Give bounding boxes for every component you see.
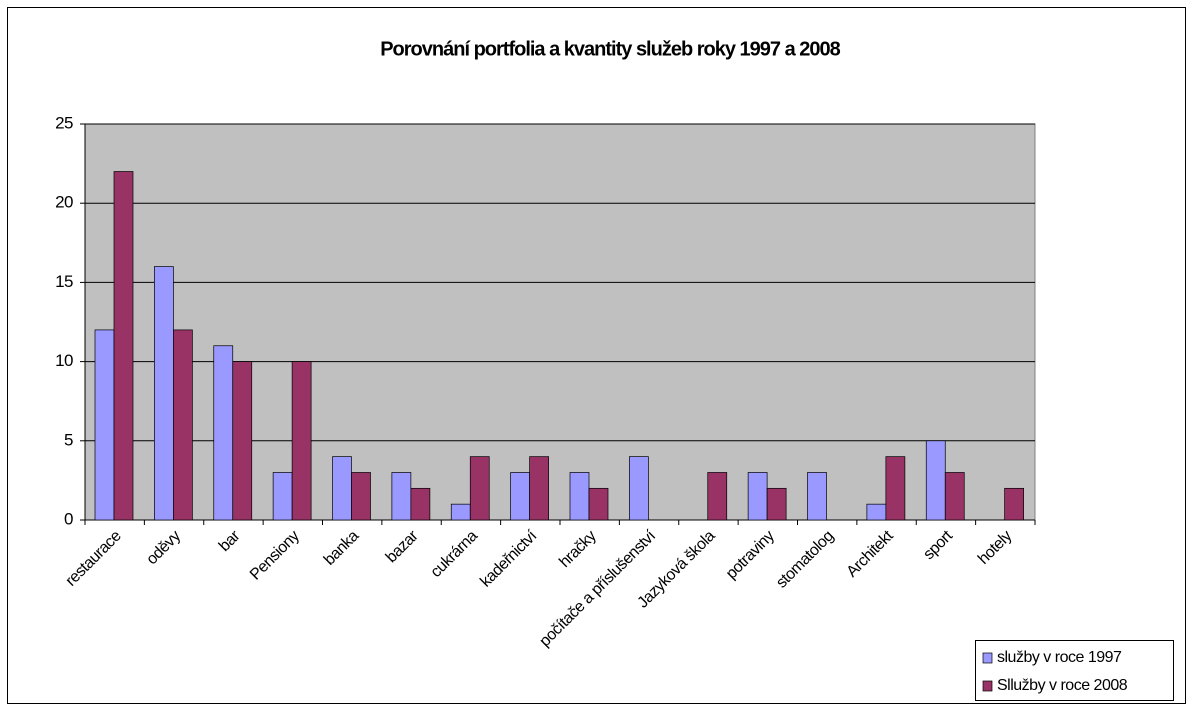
bar [450, 503, 471, 521]
legend-label: služby v roce 1997 [997, 649, 1122, 666]
bar [469, 456, 490, 521]
bar [510, 472, 530, 521]
bar [588, 487, 609, 521]
bar [807, 472, 827, 521]
y-tick-label: 5 [64, 430, 73, 449]
bar [529, 456, 549, 521]
bar [154, 266, 174, 521]
y-tick-label: 0 [64, 509, 73, 528]
legend-swatch [982, 680, 993, 692]
bar [944, 472, 965, 521]
bar [232, 361, 253, 521]
bar [629, 456, 649, 521]
bar [113, 171, 134, 521]
legend-swatch [982, 652, 993, 664]
y-tick-label: 25 [55, 113, 73, 132]
bar [885, 456, 906, 521]
bar [213, 345, 234, 521]
bar [866, 503, 887, 521]
bar [173, 329, 193, 521]
bar [747, 472, 768, 521]
bar [272, 472, 293, 521]
bar [291, 361, 312, 521]
bar [1004, 487, 1024, 521]
legend-label: Sllužby v roce 2008 [997, 677, 1128, 694]
y-tick-label: 20 [55, 193, 73, 212]
legend [975, 640, 1174, 701]
y-tick-label: 10 [55, 351, 73, 370]
chart-title: Porovnání portfolia a kvantity služeb ro… [380, 38, 840, 60]
bar [766, 487, 787, 521]
bar [569, 472, 590, 521]
bar [351, 472, 371, 521]
bar [410, 487, 431, 521]
bar [94, 329, 115, 521]
bar [332, 456, 352, 521]
bar [707, 472, 728, 521]
bar [925, 440, 946, 521]
bar [391, 472, 412, 521]
y-tick-label: 15 [55, 272, 73, 291]
